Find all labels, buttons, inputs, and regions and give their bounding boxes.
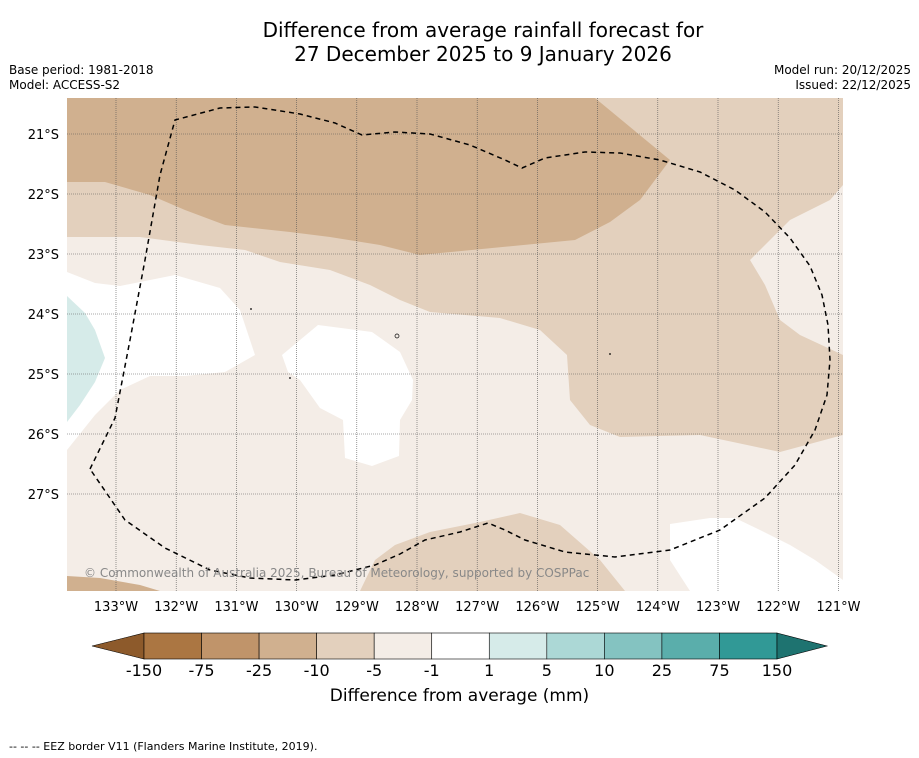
islet-marker [609,353,611,355]
colorbar-tick: 75 [709,661,729,680]
region-neutral-east [670,518,843,591]
region-medium-tan-sw [67,576,160,591]
colorbar-tick: -75 [188,661,214,680]
colorbar-tick: 1 [484,661,494,680]
region-medium-tan-south [360,513,625,591]
lon-label: 133°W [94,600,138,615]
colorbar-label: Difference from average (mm) [329,686,590,706]
base-period: Base period: 1981-2018 [9,63,154,77]
latitude-labels: 21°S 22°S 23°S 24°S 25°S 26°S 27°S [28,128,59,503]
colorbar-tick: -10 [304,661,330,680]
colorbar-under-arrow [91,632,145,660]
islet-marker [394,333,400,339]
lat-label: 27°S [28,488,59,503]
colorbar-segment [373,632,433,660]
colorbar-over-arrow [776,632,829,660]
lon-label: 128°W [395,600,439,615]
colorbar-tick: -5 [366,661,382,680]
graticule [67,98,843,591]
region-neutral-central [282,325,413,466]
colorbar-segment [201,632,260,660]
lon-label: 131°W [214,600,258,615]
lon-label: 129°W [335,600,379,615]
colorbar-segment [316,632,375,660]
lat-label: 24°S [28,308,59,323]
lat-label: 25°S [28,368,59,383]
lat-label: 26°S [28,428,59,443]
title-line-2: 27 December 2025 to 9 January 2026 [294,42,672,66]
eez-border [89,106,831,581]
copyright-notice: © Commonwealth of Australia 2025, Bureau… [84,566,589,580]
lon-label: 127°W [455,600,499,615]
colorbar-tick-labels: -150 -75 -25 -10 -5 -1 1 5 10 25 75 150 [126,661,792,680]
colorbar-tick: -25 [246,661,272,680]
islet-marker [250,308,252,310]
model-name: Model: ACCESS-S2 [9,78,121,92]
map-fill-layer [67,98,843,591]
longitude-labels: 133°W 132°W 131°W 130°W 129°W 128°W 127°W 126°W… [94,600,861,615]
lat-label: 21°S [28,128,59,143]
colorbar-segment [546,632,605,660]
lat-label: 22°S [28,188,59,203]
region-slightly-wet [67,296,105,422]
lon-label: 126°W [515,600,559,615]
lon-label: 130°W [275,600,319,615]
model-run: Model run: 20/12/2025 [773,63,911,77]
colorbar-tick: 150 [762,661,793,680]
region-neutral-west [67,272,255,450]
colorbar-tick: -1 [424,661,440,680]
lon-label: 123°W [696,600,740,615]
eez-footnote: -- -- -- EEZ border V11 (Flanders Marine… [9,740,318,753]
meta-right: Model run: 20/12/2025 Issued: 22/12/2025 [774,63,911,93]
issued-date: Issued: 22/12/2025 [795,78,911,92]
colorbar-segments [143,632,778,660]
islet-marker [289,377,291,379]
lon-label: 124°W [636,600,680,615]
colorbar-segment [431,632,490,660]
colorbar-tick: 25 [652,661,672,680]
colorbar-segment [488,632,548,660]
colorbar-segment [719,632,778,660]
colorbar-tick: -150 [126,661,162,680]
lat-label: 23°S [28,248,59,263]
colorbar-tick: 5 [542,661,552,680]
chart-title: Difference from average rainfall forecas… [0,18,919,66]
colorbar-segment [604,632,663,660]
colorbar-segment [258,632,317,660]
small-features [250,308,611,379]
lon-label: 121°W [816,600,860,615]
region-dark-tan [67,98,670,255]
colorbar-tick: 10 [594,661,614,680]
lon-label: 122°W [756,600,800,615]
colorbar-segment [661,632,720,660]
lon-label: 125°W [576,600,620,615]
title-line-1: Difference from average rainfall forecas… [262,18,704,42]
lon-label: 132°W [154,600,198,615]
meta-left: Base period: 1981-2018 Model: ACCESS-S2 [9,63,154,93]
colorbar: -150 -75 -25 -10 -5 -1 1 5 10 25 75 150 [91,632,829,680]
colorbar-segment [143,632,202,660]
